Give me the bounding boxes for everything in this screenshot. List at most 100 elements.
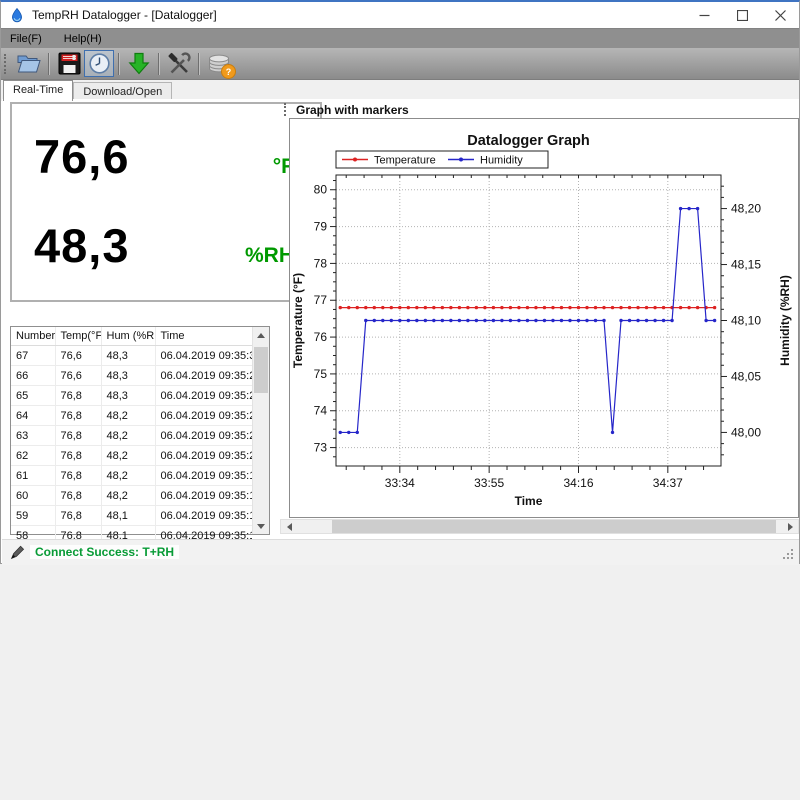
table-row[interactable]: 6476,848,206.04.2019 09:35:25 (11, 406, 252, 426)
arrow-right-icon (788, 523, 793, 531)
svg-text:Humidity: Humidity (480, 155, 523, 167)
table-row[interactable]: 5976,848,106.04.2019 09:35:14 (11, 506, 252, 526)
svg-text:34:16: 34:16 (563, 476, 593, 490)
download-data-button[interactable] (124, 50, 154, 77)
table-row[interactable]: 6776,648,306.04.2019 09:35:31 (11, 346, 252, 366)
scroll-down-button[interactable] (253, 518, 269, 534)
svg-text:79: 79 (314, 220, 328, 234)
table-row[interactable]: 6376,848,206.04.2019 09:35:23 (11, 426, 252, 446)
table-row[interactable]: 6176,848,206.04.2019 09:35:18 (11, 466, 252, 486)
table-cell: 59 (11, 506, 55, 526)
pen-icon (10, 545, 25, 565)
svg-text:48,20: 48,20 (731, 202, 761, 216)
save-file-button[interactable] (54, 50, 84, 77)
table-cell: 06.04.2019 09:35:27 (155, 386, 252, 406)
table-cell: 62 (11, 446, 55, 466)
clock-icon (88, 52, 111, 75)
svg-text:Time: Time (515, 494, 543, 508)
column-header[interactable]: Temp(°F) (55, 327, 101, 346)
table-cell: 06.04.2019 09:35:25 (155, 406, 252, 426)
tab-real-time[interactable]: Real-Time (3, 80, 73, 101)
table-scrollbar[interactable] (252, 327, 269, 534)
scroll-right-button[interactable] (782, 520, 798, 533)
arrow-left-icon (287, 523, 292, 531)
graph-panel-title: Graph with markers (296, 103, 409, 117)
table-row[interactable]: 6576,848,306.04.2019 09:35:27 (11, 386, 252, 406)
scroll-left-button[interactable] (281, 520, 297, 533)
download-arrow-icon (128, 52, 150, 75)
table-cell: 76,8 (55, 466, 101, 486)
connection-status: Connect Success: T+RH (30, 545, 179, 559)
close-icon (775, 10, 786, 21)
close-button[interactable] (761, 2, 799, 28)
table-cell: 06.04.2019 09:35:23 (155, 426, 252, 446)
settings-tools-button[interactable] (164, 50, 194, 77)
time-sync-button[interactable] (84, 50, 114, 77)
toolbar-separator (198, 53, 200, 75)
svg-text:Temperature (°F): Temperature (°F) (291, 273, 305, 368)
open-folder-icon (16, 53, 42, 75)
column-header[interactable]: Hum (%RH) (101, 327, 155, 346)
readout-panel: 76,6 °F 48,3 %RH (10, 102, 322, 302)
menu-help[interactable]: Help(H) (64, 33, 102, 45)
title-bar: TempRH Datalogger - [Datalogger] (1, 2, 799, 28)
table-cell: 48,3 (101, 346, 155, 366)
database-help-button[interactable]: ? (204, 50, 234, 77)
svg-text:74: 74 (314, 404, 328, 418)
save-floppy-icon (58, 52, 81, 75)
table-cell: 76,8 (55, 426, 101, 446)
temperature-readout: 76,6 °F (34, 129, 294, 184)
arrow-down-icon (257, 524, 265, 529)
app-window: TempRH Datalogger - [Datalogger] File(F)… (0, 0, 800, 564)
svg-text:33:34: 33:34 (385, 476, 415, 490)
open-file-button[interactable] (14, 50, 44, 77)
app-icon (9, 7, 25, 23)
menu-file[interactable]: File(F) (10, 33, 42, 45)
table-cell: 48,1 (101, 506, 155, 526)
table-cell: 06.04.2019 09:35:31 (155, 346, 252, 366)
column-header[interactable]: Time (155, 327, 252, 346)
tools-icon (167, 52, 191, 76)
table-header-row: NumberTemp(°F)Hum (%RH)Time (11, 327, 252, 346)
table-cell: 76,8 (55, 506, 101, 526)
table-cell: 76,8 (55, 406, 101, 426)
column-header[interactable]: Number (11, 327, 55, 346)
svg-text:78: 78 (314, 256, 328, 270)
svg-text:34:37: 34:37 (653, 476, 683, 490)
temperature-value: 76,6 (34, 129, 129, 184)
table-cell: 48,2 (101, 426, 155, 446)
table-row[interactable]: 6276,848,206.04.2019 09:35:21 (11, 446, 252, 466)
scroll-up-button[interactable] (253, 327, 269, 343)
minimize-button[interactable] (685, 2, 723, 28)
scrollbar-thumb[interactable] (332, 520, 776, 533)
svg-text:80: 80 (314, 183, 328, 197)
svg-text:48,15: 48,15 (731, 258, 761, 272)
tab-strip: Real-Time Download/Open (1, 80, 799, 101)
log-table-panel: NumberTemp(°F)Hum (%RH)Time 6776,648,306… (10, 326, 270, 535)
table-cell: 64 (11, 406, 55, 426)
svg-text:Temperature: Temperature (374, 155, 436, 167)
status-bar: Connect Success: T+RH (2, 539, 799, 565)
scrollbar-thumb[interactable] (254, 347, 268, 393)
panel-gripper (284, 103, 290, 116)
table-cell: 76,8 (55, 446, 101, 466)
graph-scrollbar[interactable] (280, 519, 799, 534)
log-table: NumberTemp(°F)Hum (%RH)Time 6776,648,306… (11, 327, 252, 546)
toolbar-separator (48, 53, 50, 75)
maximize-button[interactable] (723, 2, 761, 28)
svg-text:73: 73 (314, 441, 328, 455)
resize-grip-icon[interactable] (781, 547, 793, 559)
toolbar: ? (1, 48, 799, 80)
svg-text:77: 77 (314, 293, 328, 307)
toolbar-gripper (4, 54, 10, 74)
real-time-page: 76,6 °F 48,3 %RH NumberTemp(°F)Hum (%RH)… (2, 99, 799, 539)
table-cell: 63 (11, 426, 55, 446)
table-cell: 06.04.2019 09:35:14 (155, 506, 252, 526)
menu-bar: File(F) Help(H) (1, 28, 799, 48)
table-cell: 76,6 (55, 366, 101, 386)
table-cell: 48,2 (101, 446, 155, 466)
table-cell: 67 (11, 346, 55, 366)
table-row[interactable]: 6676,648,306.04.2019 09:35:29 (11, 366, 252, 386)
table-row[interactable]: 6076,848,206.04.2019 09:35:16 (11, 486, 252, 506)
humidity-unit: %RH (245, 244, 294, 268)
